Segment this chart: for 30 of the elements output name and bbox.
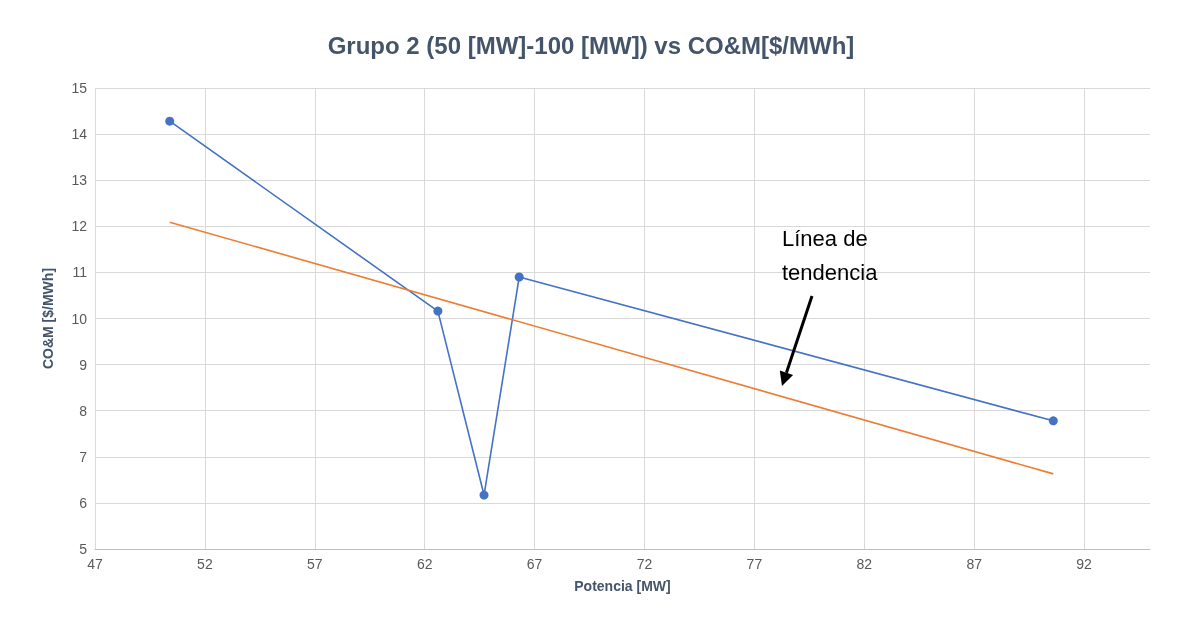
y-tick-label: 12 (71, 218, 88, 235)
x-tick-label: 67 (526, 556, 543, 572)
x-axis-title: Potencia [MW] (574, 578, 671, 594)
x-tick-label: 57 (307, 556, 323, 572)
x-tick-label: 92 (1076, 556, 1093, 572)
point (165, 116, 175, 126)
y-tick-label: 9 (79, 356, 88, 373)
y-axis-title: CO&M [$/MWh] (40, 267, 56, 370)
point (479, 490, 489, 500)
y-tick-label: 8 (79, 402, 88, 419)
y-tick-label: 14 (71, 126, 88, 143)
chart-title: Grupo 2 (50 [MW]-100 [MW]) vs CO&M[$/MWh] (327, 31, 855, 59)
y-tick-label: 10 (71, 310, 88, 327)
y-tick-label: 11 (72, 264, 88, 281)
point (514, 272, 524, 282)
x-tick-label: 52 (197, 556, 213, 572)
y-tick-label: 5 (79, 541, 88, 557)
x-tick-label: 77 (746, 556, 763, 572)
y-tick-label: 7 (79, 448, 88, 465)
x-tick-label: 82 (856, 556, 873, 572)
y-tick-label: 6 (79, 494, 88, 511)
x-tick-label: 87 (966, 556, 983, 572)
y-tick-label: 13 (71, 172, 88, 189)
x-tick-label: 47 (87, 556, 103, 572)
y-tick-label: 15 (71, 80, 88, 96)
point (433, 306, 443, 316)
x-tick-label: 72 (636, 556, 653, 572)
annotation: Línea de tendencia (782, 225, 879, 285)
point (1048, 416, 1058, 426)
x-tick-label: 62 (416, 556, 433, 572)
